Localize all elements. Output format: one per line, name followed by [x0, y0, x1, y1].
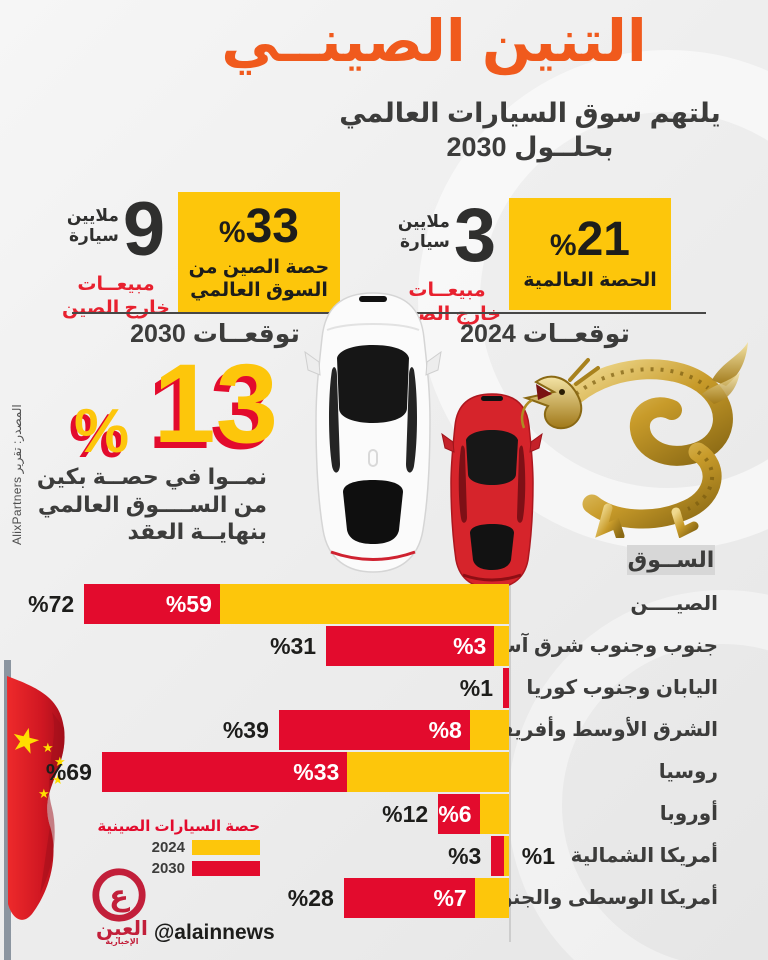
bar-2024 — [219, 584, 509, 624]
brand-arabic-name: العين الإخبارية — [96, 918, 148, 946]
stat-2030-share-value: %33 — [218, 200, 299, 254]
chart-header-chip: الســوق — [627, 545, 715, 575]
bar-2030-value-label: %31 — [270, 633, 317, 659]
forecast-2030-label: توقعــات 2030 — [130, 320, 300, 348]
growth-percent-sign: % — [74, 397, 130, 466]
stat-group-2030: ملايين سيارة 9 مبيعــات خارج الصين %33 ح… — [62, 192, 340, 322]
chart-row: %12 %6 أوروبا — [0, 793, 768, 835]
page-subtitle-1: يلتهم سوق السيارات العالمي — [339, 98, 721, 128]
legend-title: حصة السيارات الصينية — [97, 818, 260, 835]
bar-track: %1 — [0, 668, 509, 708]
chart-row: %69 %33 روسيا — [0, 751, 768, 793]
growth-figure: 13 % — [58, 341, 278, 472]
chart-row: %39 %8 الشرق الأوسط وأفريقيا — [0, 709, 768, 751]
legend-item-2030: 2030 — [84, 860, 260, 877]
market-label: روسيا — [658, 761, 718, 783]
stat-2024-share-value: %21 — [549, 212, 630, 266]
stat-2030-number: 9 — [122, 187, 166, 272]
bar-track: %39 %8 — [0, 710, 509, 750]
bar-2024-value-label: %1 — [521, 843, 555, 869]
bar-2024 — [494, 626, 509, 666]
bar-2030-value-label: %12 — [382, 801, 429, 827]
bar-2030-value-label: %72 — [28, 591, 75, 617]
white-car-illustration — [304, 292, 442, 573]
stat-2024-number: 3 — [453, 193, 497, 278]
bar-track: %69 %33 — [0, 752, 509, 792]
market-label: الشرق الأوسط وأفريقيا — [484, 719, 718, 741]
stat-group-2024: ملايين سيارة 3 مبيعــات خارج الصين %21 ا… — [393, 198, 671, 328]
source-note: المصدر: تقرير AlixPartners — [10, 404, 24, 545]
chart-row: %31 %3 جنوب وجنوب شرق آسيا — [0, 625, 768, 667]
forecast-2024-label: توقعــات 2024 — [460, 320, 630, 348]
flag-small-star: ★ — [54, 754, 66, 769]
chart-row: %72 %59 الصيــــن — [0, 583, 768, 625]
bar-2024 — [504, 836, 509, 876]
chart-row: %3 %1 أمريكا الشمالية — [0, 835, 768, 877]
china-flag-illustration: ★ ★ ★ ★ ★ — [4, 660, 66, 960]
bar-2024 — [347, 752, 509, 792]
bar-2030 — [326, 626, 509, 666]
bar-2024-value-label: %33 — [293, 759, 340, 785]
chart-legend: حصة السيارات الصينية 2024 2030 — [84, 817, 260, 877]
market-label: الصيــــن — [630, 593, 718, 615]
page-title: التنين الصينــي — [221, 9, 647, 74]
market-label: اليابان وجنوب كوريا — [526, 677, 718, 699]
legend-year-label: 2024 — [151, 839, 185, 856]
stat-2024-share-caption: الحصة العالمية — [523, 269, 657, 291]
chart-row: %1 اليابان وجنوب كوريا — [0, 667, 768, 709]
stat-2024-figure: ملايين سيارة 3 مبيعــات خارج الصين — [393, 198, 501, 328]
bar-2030-value-label: %28 — [287, 885, 334, 911]
brand-handle: @alainnews — [153, 920, 275, 944]
market-label: جنوب وجنوب شرق آسيا — [486, 635, 718, 657]
bar-2024-value-label: %6 — [438, 801, 472, 827]
svg-text:ع: ع — [109, 881, 130, 913]
chart-row: %28 %7 أمريكا الوسطى والجنوبية — [0, 877, 768, 919]
bar-track: %31 %3 — [0, 626, 509, 666]
legend-item-2024: 2024 — [84, 839, 260, 856]
bar-2030 — [503, 668, 509, 708]
bar-2030-value-label: %3 — [448, 843, 482, 869]
red-car-illustration — [441, 393, 543, 589]
bar-2024-value-label: %59 — [165, 591, 212, 617]
legend-year-label: 2030 — [151, 860, 185, 877]
legend-swatch-2024 — [192, 840, 260, 855]
bar-track: %72 %59 — [0, 584, 509, 624]
market-label: أمريكا الشمالية — [570, 845, 718, 867]
stat-2024-share-box: %21 الحصة العالمية — [508, 198, 671, 310]
stat-2030-share-caption: حصة الصين من السوق العالمي — [188, 257, 330, 301]
stat-2030-share-box: %33 حصة الصين من السوق العالمي — [177, 192, 340, 314]
bar-2030-value-label: %69 — [45, 759, 92, 785]
bar-2030-value-label: %1 — [459, 675, 493, 701]
growth-value: 13 — [153, 341, 278, 466]
bar-track: %12 %6 — [0, 794, 509, 834]
flag-pole — [4, 660, 11, 960]
stat-2030-note: مبيعــات خارج الصين — [62, 273, 170, 320]
bar-2024-value-label: %7 — [433, 885, 467, 911]
bar-track: %3 %1 — [0, 836, 555, 876]
bar-2024 — [469, 710, 509, 750]
stat-2024-unit: ملايين سيارة — [397, 212, 450, 252]
chart-rows: %72 %59 الصيــــن %31 %3 جنوب وجنوب شرق … — [0, 583, 768, 919]
chart-axis-line — [509, 548, 511, 942]
market-label: أوروبا — [659, 803, 718, 825]
bar-2030-value-label: %39 — [222, 717, 269, 743]
growth-caption: نمــوا في حصــة بكين من الســــوق العالم… — [36, 464, 267, 544]
publisher-brand: ع العين الإخبارية @alainnews — [84, 866, 314, 956]
dragon-illustration — [520, 342, 748, 538]
flag-small-star: ★ — [38, 786, 50, 801]
bar-2024-value-label: %3 — [453, 633, 487, 659]
flag-small-star: ★ — [52, 772, 64, 787]
bar-track: %28 %7 — [0, 878, 509, 918]
stat-2030-figure: ملايين سيارة 9 مبيعــات خارج الصين — [62, 192, 170, 322]
stat-2030-unit: ملايين سيارة — [66, 206, 119, 246]
page-subtitle-2: بحلــول 2030 — [446, 132, 614, 162]
legend-swatch-2030 — [192, 861, 260, 876]
bar-2024 — [474, 878, 509, 918]
bar-2024-value-label: %8 — [428, 717, 462, 743]
market-label: أمريكا الوسطى والجنوبية — [472, 887, 718, 909]
flag-small-star: ★ — [42, 740, 54, 755]
alain-logo-icon: ع — [92, 868, 146, 922]
bar-2024 — [479, 794, 509, 834]
